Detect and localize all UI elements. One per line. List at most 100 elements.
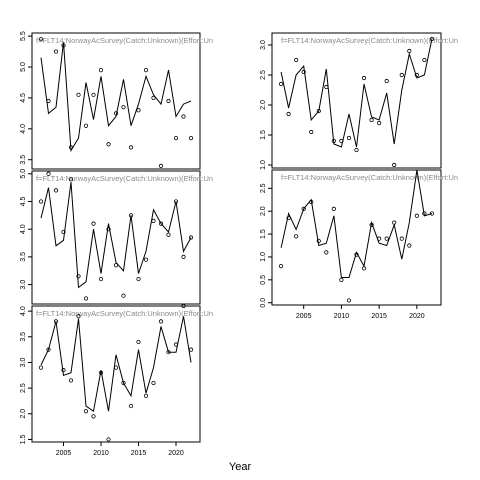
y-tick-label: 0.5 xyxy=(260,275,267,285)
data-point xyxy=(294,57,299,63)
data-point xyxy=(324,250,329,255)
x-tick-label: 2005 xyxy=(296,313,312,320)
data-point xyxy=(181,303,186,309)
data-point xyxy=(346,298,352,303)
data-point xyxy=(83,296,89,301)
data-point xyxy=(76,314,81,319)
data-point xyxy=(392,220,397,225)
data-point xyxy=(91,221,96,226)
data-point xyxy=(46,347,51,352)
data-point xyxy=(143,257,149,262)
data-point xyxy=(68,145,74,150)
data-point xyxy=(151,95,156,101)
data-point xyxy=(76,274,81,279)
series-line xyxy=(280,169,433,278)
data-point xyxy=(113,111,119,116)
data-point xyxy=(429,211,435,216)
series-line xyxy=(280,38,433,148)
x-tick-label: 2020 xyxy=(409,313,425,320)
data-point xyxy=(38,365,44,370)
data-point xyxy=(301,206,306,211)
data-point xyxy=(399,236,404,241)
x-tick-label: 2010 xyxy=(93,450,109,457)
data-point xyxy=(143,67,149,73)
y-tick-label: 3.5 xyxy=(20,332,27,342)
data-point xyxy=(354,252,359,257)
data-point xyxy=(294,234,299,239)
data-point xyxy=(407,243,412,248)
data-point xyxy=(339,138,344,144)
data-point xyxy=(188,235,194,240)
panel-frame xyxy=(271,32,442,169)
data-point xyxy=(76,92,81,97)
data-point xyxy=(166,232,171,237)
data-point xyxy=(399,72,404,78)
data-point xyxy=(309,129,314,135)
data-point xyxy=(369,222,374,228)
data-point xyxy=(331,206,336,211)
data-point xyxy=(377,120,382,126)
x-tick-label: 2010 xyxy=(334,313,350,320)
y-tick-label: 4.5 xyxy=(20,93,27,103)
data-point xyxy=(339,277,344,282)
data-point xyxy=(414,213,419,218)
x-tick-label: 2020 xyxy=(168,450,184,457)
data-point xyxy=(166,350,171,355)
data-point xyxy=(301,69,306,75)
data-point xyxy=(407,48,412,54)
y-tick-label: 3.5 xyxy=(20,155,27,165)
data-point xyxy=(91,92,96,97)
y-tick-label: 5.5 xyxy=(20,31,27,41)
data-point xyxy=(324,84,329,90)
panel-frame xyxy=(31,32,201,170)
data-point xyxy=(61,43,66,48)
data-point xyxy=(106,142,111,147)
data-point xyxy=(61,229,66,235)
panel-title: f=FLT14:NorwayAcSurvey(Catch:Unknown)(Ef… xyxy=(281,36,458,45)
y-tick-label: 0.0 xyxy=(260,298,267,308)
data-point xyxy=(158,163,164,169)
data-point xyxy=(181,114,186,119)
data-point xyxy=(377,236,382,241)
data-point xyxy=(98,370,104,375)
data-point xyxy=(422,57,427,63)
data-point xyxy=(316,238,321,244)
panel-title: f=FLT14:NorwayAcSurvey(Catch:Unknown)(Ef… xyxy=(36,36,213,45)
data-point xyxy=(143,393,149,398)
data-point xyxy=(429,36,435,42)
data-point xyxy=(46,98,51,104)
panel-3: f=FLT14:NorwayAcSurvey(Catch:Unknown)(Ef… xyxy=(20,169,213,305)
y-tick-label: 1.0 xyxy=(260,252,267,262)
data-point xyxy=(278,81,284,87)
y-tick-label: 2.0 xyxy=(260,206,267,216)
y-tick-label: 1.5 xyxy=(260,229,267,239)
y-tick-label: 1.0 xyxy=(260,160,267,170)
data-point xyxy=(354,147,359,153)
data-point xyxy=(91,414,96,419)
data-point xyxy=(68,177,74,182)
data-point xyxy=(173,342,179,347)
panel-title: f=FLT14:NorwayAcSurvey(Catch:Unknown)(Ef… xyxy=(281,173,458,182)
data-point xyxy=(278,264,284,269)
data-point xyxy=(121,380,126,386)
y-tick-label: 4.0 xyxy=(20,224,27,234)
y-tick-label: 2.5 xyxy=(20,383,27,393)
y-tick-label: 5.0 xyxy=(20,62,27,72)
data-point xyxy=(331,138,336,144)
data-point xyxy=(346,135,352,141)
panel-4: f=FLT14:NorwayAcSurvey(Catch:Unknown)(Ef… xyxy=(260,169,458,320)
x-tick-label: 2005 xyxy=(56,450,72,457)
panel-frame xyxy=(271,169,442,306)
data-point xyxy=(46,171,51,176)
y-tick-label: 5.0 xyxy=(20,169,27,179)
data-point xyxy=(136,108,141,113)
data-point xyxy=(158,221,164,226)
data-point xyxy=(128,403,134,409)
series-line xyxy=(40,42,192,153)
y-tick-label: 4.0 xyxy=(20,124,27,134)
panel-2: f=FLT14:NorwayAcSurvey(Catch:Unknown)(Ef… xyxy=(260,32,458,170)
data-point xyxy=(128,145,134,150)
y-tick-label: 2.0 xyxy=(260,100,267,110)
data-point xyxy=(128,213,134,218)
